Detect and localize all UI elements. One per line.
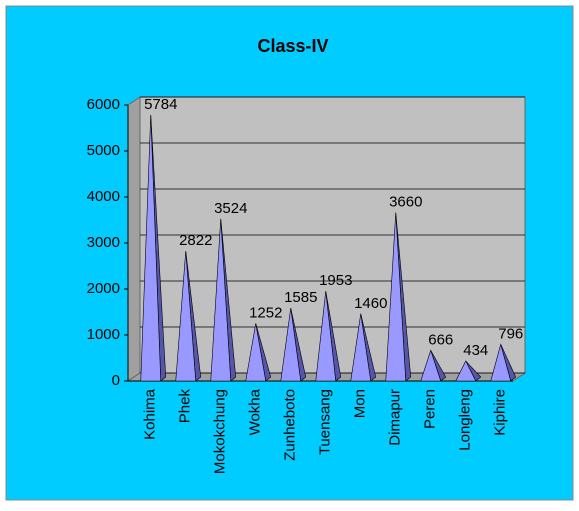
bar: [175, 251, 202, 382]
y-tick-label: 6000: [87, 96, 120, 113]
x-tick-label: Longleng: [457, 389, 474, 451]
data-label: 434: [463, 342, 488, 359]
y-tick-label: 3000: [87, 234, 120, 251]
bar: [140, 114, 167, 382]
x-tick-label: Mokokchung: [212, 389, 229, 474]
side-wall: [127, 96, 141, 382]
chart-title: Class-IV: [257, 36, 328, 56]
bar: [280, 308, 307, 382]
data-label: 5784: [144, 96, 177, 113]
x-tick-label: Kiphire: [492, 389, 509, 436]
data-label: 1460: [354, 295, 387, 312]
x-tick-label: Mon: [352, 389, 369, 418]
bar: [350, 313, 377, 382]
y-tick-label: 2000: [87, 280, 120, 297]
data-label: 666: [428, 331, 453, 348]
y-tick-label: 1000: [87, 326, 120, 343]
x-tick-label: Zunheboto: [282, 389, 299, 461]
y-tick-label: 4000: [87, 188, 120, 205]
data-label: 1252: [249, 304, 282, 321]
x-tick-label: Wokha: [247, 388, 264, 435]
x-tick-label: Phek: [177, 389, 194, 424]
data-label: 796: [498, 325, 523, 342]
bar: [245, 323, 272, 382]
bar: [420, 349, 447, 382]
bar: [385, 212, 412, 382]
y-tick-label: 0: [112, 372, 120, 389]
x-tick-label: Kohima: [142, 388, 159, 440]
x-tick-label: Peren: [422, 389, 439, 429]
data-label: 3524: [214, 200, 247, 217]
x-tick-label: Dimapur: [387, 389, 404, 446]
data-label: 3660: [389, 194, 422, 211]
y-tick-label: 5000: [87, 142, 120, 159]
data-label: 1585: [284, 289, 317, 306]
x-tick-label: Tuensang: [317, 389, 334, 455]
data-label: 2822: [179, 232, 212, 249]
bar: [315, 291, 342, 382]
data-label: 1953: [319, 272, 352, 289]
bar: [210, 218, 237, 382]
bar: [490, 343, 517, 382]
bar: [455, 360, 482, 382]
